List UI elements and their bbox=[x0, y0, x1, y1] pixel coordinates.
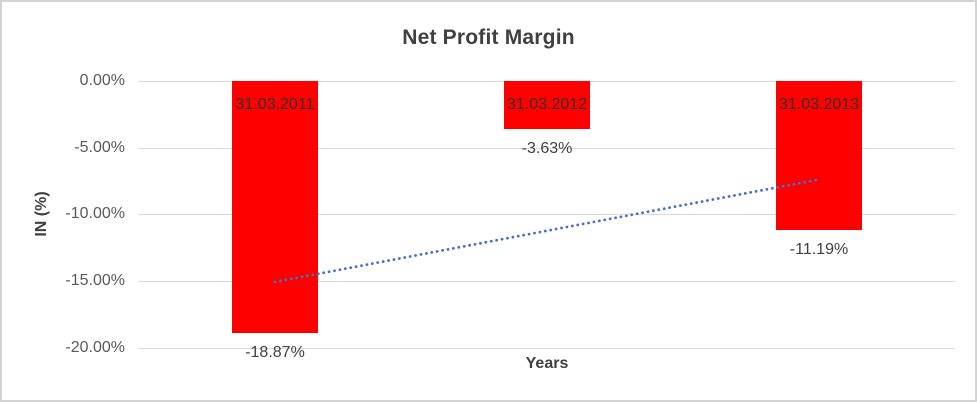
category-label: 31.03.2013 bbox=[778, 96, 860, 113]
bar-31-03-2012 bbox=[504, 81, 590, 130]
value-label: -18.87% bbox=[245, 343, 305, 361]
gridline-neg20pct bbox=[139, 347, 955, 349]
value-label: -11.19% bbox=[789, 241, 849, 259]
x-axis-title: Years bbox=[525, 355, 569, 372]
value-label: -3.63% bbox=[521, 140, 573, 158]
gridline-neg5pct bbox=[139, 147, 955, 149]
y-axis-tick-label: -20.00% bbox=[65, 338, 125, 356]
y-axis-tick-label: 0.00% bbox=[79, 72, 125, 89]
category-label: 31.03.2011 bbox=[235, 96, 315, 113]
chart-title: Net Profit Margin bbox=[402, 26, 575, 49]
category-label: 31.03.2012 bbox=[506, 96, 588, 113]
y-axis-tick-label: -15.00% bbox=[65, 272, 125, 290]
y-axis-tick-label: -5.00% bbox=[74, 138, 125, 156]
bar-31-03-2011 bbox=[232, 81, 318, 333]
y-axis-tick-label: -10.00% bbox=[65, 205, 125, 223]
